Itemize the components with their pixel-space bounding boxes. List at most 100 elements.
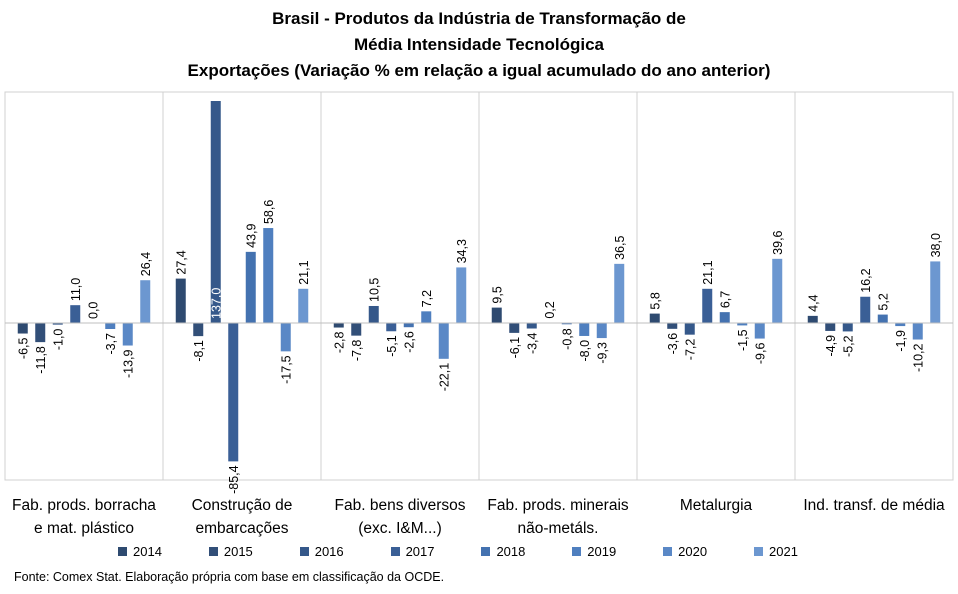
category-label: Metalurgia <box>680 497 753 514</box>
category-label: Fab. prods. minerais <box>487 497 629 514</box>
bar <box>403 323 414 328</box>
data-label: 9,5 <box>490 286 504 303</box>
data-label: -4,9 <box>824 335 838 357</box>
legend-label: 2016 <box>314 543 344 559</box>
legend-item: 2015 <box>208 542 253 560</box>
bar <box>386 323 397 332</box>
legend-item: 2019 <box>572 542 616 560</box>
category-label: Fab. prods. borracha <box>12 497 156 514</box>
data-label: -13,9 <box>121 349 135 378</box>
data-label: 27,4 <box>174 250 188 274</box>
data-label: 43,9 <box>244 223 258 247</box>
bar <box>175 278 186 323</box>
bar <box>298 288 309 323</box>
bar <box>35 323 46 343</box>
category-label: Construção de <box>192 497 293 514</box>
data-label: -7,2 <box>683 339 697 361</box>
data-label: 137,0 <box>209 288 223 319</box>
bar <box>526 323 537 329</box>
data-label: -2,8 <box>332 331 346 353</box>
category-label: embarcações <box>195 520 288 537</box>
data-label: -7,8 <box>350 340 364 362</box>
legend-item: 2016 <box>299 542 344 560</box>
bar <box>351 323 362 336</box>
category-label: não-metáls. <box>518 520 599 537</box>
data-label: -3,7 <box>104 333 118 355</box>
bar <box>860 296 871 323</box>
data-label: -6,1 <box>508 337 522 359</box>
bar <box>368 305 379 323</box>
data-label: 36,5 <box>613 235 627 259</box>
legend-label: 2015 <box>223 543 253 559</box>
bar <box>667 323 678 329</box>
data-label: 21,1 <box>297 260 311 284</box>
bar <box>438 323 449 359</box>
legend-label: 2018 <box>496 543 526 559</box>
legend-item: 2020 <box>663 542 707 560</box>
bar <box>842 323 853 332</box>
legend-swatch <box>572 546 582 556</box>
bar <box>596 323 607 339</box>
data-label: 39,6 <box>771 230 785 254</box>
data-label: 0,2 <box>543 301 557 318</box>
bar <box>17 323 28 334</box>
data-label: -11,8 <box>34 346 48 374</box>
bar <box>912 323 923 340</box>
legend-item: 2017 <box>390 542 435 560</box>
legend-label: 2021 <box>769 543 798 559</box>
data-label: -8,1 <box>192 340 206 362</box>
data-label: 4,4 <box>806 294 820 311</box>
data-label: -10,2 <box>911 343 925 372</box>
bar <box>245 251 256 323</box>
chart-title: Brasil - Produtos da Indústria de Transf… <box>0 6 958 84</box>
legend-label: 2020 <box>678 543 708 559</box>
data-label: -9,6 <box>753 343 767 365</box>
data-label: -0,8 <box>560 328 574 350</box>
category-label: (exc. I&M...) <box>358 520 442 537</box>
bar <box>702 288 713 323</box>
data-label: -1,0 <box>51 329 65 351</box>
data-label: -2,6 <box>402 331 416 353</box>
chart-title-line-3: Exportações (Variação % em relação a igu… <box>187 61 771 80</box>
data-label: -3,6 <box>666 333 680 355</box>
chart-legend: 2014 2015 2016 2017 2018 2019 2020 2021 <box>118 542 798 560</box>
data-label: -1,5 <box>736 329 750 351</box>
bar <box>263 228 274 323</box>
bar <box>491 307 502 323</box>
legend-swatch <box>390 546 400 556</box>
data-label: 6,7 <box>718 291 732 308</box>
data-label: -5,2 <box>841 335 855 357</box>
data-label: -6,5 <box>16 337 30 359</box>
legend-item: 2014 <box>118 542 162 560</box>
bar <box>421 311 432 323</box>
legend-item: 2021 <box>754 542 798 560</box>
legend-swatch <box>663 546 673 556</box>
bar <box>614 263 625 323</box>
bar <box>228 323 239 462</box>
bar <box>684 323 695 335</box>
source-note: Fonte: Comex Stat. Elaboração própria co… <box>14 570 445 584</box>
bar <box>210 101 221 323</box>
chart-title-line-1: Brasil - Produtos da Indústria de Transf… <box>272 9 686 28</box>
bar <box>280 323 291 352</box>
bar <box>807 315 818 323</box>
data-label: -22,1 <box>437 363 451 392</box>
bar <box>193 323 204 337</box>
bar <box>772 258 783 323</box>
bar <box>52 323 63 325</box>
legend-swatch <box>754 546 764 556</box>
bar <box>825 323 836 331</box>
category-label: Ind. transf. de média <box>803 497 945 514</box>
legend-label: 2017 <box>405 543 435 559</box>
data-label: 26,4 <box>139 252 153 276</box>
data-label: -5,1 <box>385 335 399 357</box>
bar <box>930 261 941 323</box>
data-label: -1,9 <box>894 330 908 352</box>
data-label: -3,4 <box>525 332 539 354</box>
data-label: 38,0 <box>929 233 943 257</box>
legend-swatch <box>118 546 127 556</box>
legend-swatch <box>208 546 218 556</box>
bar <box>649 313 660 323</box>
data-label: -9,3 <box>595 342 609 364</box>
